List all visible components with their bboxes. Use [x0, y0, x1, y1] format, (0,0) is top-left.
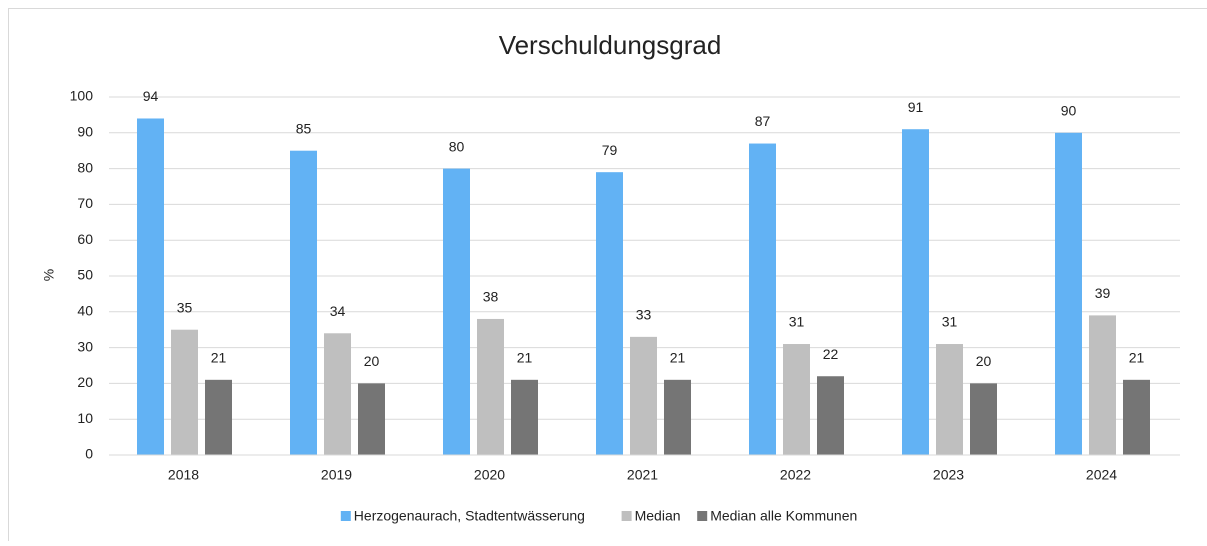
- x-tick-label: 2020: [474, 467, 505, 483]
- bar: [443, 169, 470, 455]
- legend-swatch: [341, 511, 351, 521]
- legend-label: Median: [635, 508, 681, 524]
- x-tick-label: 2022: [780, 467, 811, 483]
- y-tick-label: 90: [77, 124, 93, 140]
- data-label: 31: [789, 314, 805, 330]
- data-label: 22: [823, 346, 839, 362]
- bar: [783, 344, 810, 455]
- y-tick-label: 0: [85, 446, 93, 462]
- bar: [511, 380, 538, 455]
- legend-swatch: [697, 511, 707, 521]
- data-label: 79: [602, 142, 618, 158]
- x-tick-label: 2021: [627, 467, 658, 483]
- legend-swatch: [622, 511, 632, 521]
- x-tick-label: 2019: [321, 467, 352, 483]
- x-tick-label: 2018: [168, 467, 199, 483]
- x-tick-label: 2023: [933, 467, 964, 483]
- bar: [477, 319, 504, 455]
- data-label: 21: [517, 350, 533, 366]
- data-label: 87: [755, 113, 771, 129]
- y-tick-label: 50: [77, 267, 93, 283]
- data-label: 21: [670, 350, 686, 366]
- bar: [171, 330, 198, 455]
- y-tick-label: 20: [77, 374, 93, 390]
- data-label: 38: [483, 289, 499, 305]
- y-tick-label: 30: [77, 338, 93, 354]
- bar: [205, 380, 232, 455]
- bar: [902, 129, 929, 455]
- bar: [358, 383, 385, 455]
- data-label: 31: [942, 314, 958, 330]
- data-label: 35: [177, 299, 193, 315]
- legend-label: Median alle Kommunen: [710, 508, 857, 524]
- data-label: 80: [449, 138, 465, 154]
- bar: [970, 383, 997, 455]
- bar: [630, 337, 657, 455]
- bar: [596, 172, 623, 455]
- legend-label: Herzogenaurach, Stadtentwässerung: [354, 508, 585, 524]
- y-tick-label: 70: [77, 195, 93, 211]
- data-label: 39: [1095, 285, 1111, 301]
- y-tick-label: 80: [77, 159, 93, 175]
- data-label: 34: [330, 303, 346, 319]
- bar: [290, 151, 317, 455]
- data-label: 21: [1129, 350, 1145, 366]
- y-tick-label: 100: [70, 88, 94, 104]
- data-label: 85: [296, 120, 312, 136]
- bar: [664, 380, 691, 455]
- bar: [936, 344, 963, 455]
- bar: [1089, 315, 1116, 455]
- data-label: 94: [143, 88, 159, 104]
- bar: [137, 118, 164, 455]
- y-tick-label: 10: [77, 410, 93, 426]
- y-tick-label: 60: [77, 231, 93, 247]
- bar: [324, 333, 351, 455]
- data-label: 21: [211, 350, 227, 366]
- data-label: 20: [976, 353, 992, 369]
- data-label: 33: [636, 307, 652, 323]
- y-tick-label: 40: [77, 303, 93, 319]
- x-tick-label: 2024: [1086, 467, 1117, 483]
- bar: [1055, 133, 1082, 455]
- bar: [749, 144, 776, 455]
- bar: [1123, 380, 1150, 455]
- data-label: 91: [908, 99, 924, 115]
- data-label: 20: [364, 353, 380, 369]
- y-axis-label: %: [41, 269, 57, 281]
- data-label: 90: [1061, 103, 1077, 119]
- bar: [817, 376, 844, 455]
- chart-title: Verschuldungsgrad: [499, 30, 722, 60]
